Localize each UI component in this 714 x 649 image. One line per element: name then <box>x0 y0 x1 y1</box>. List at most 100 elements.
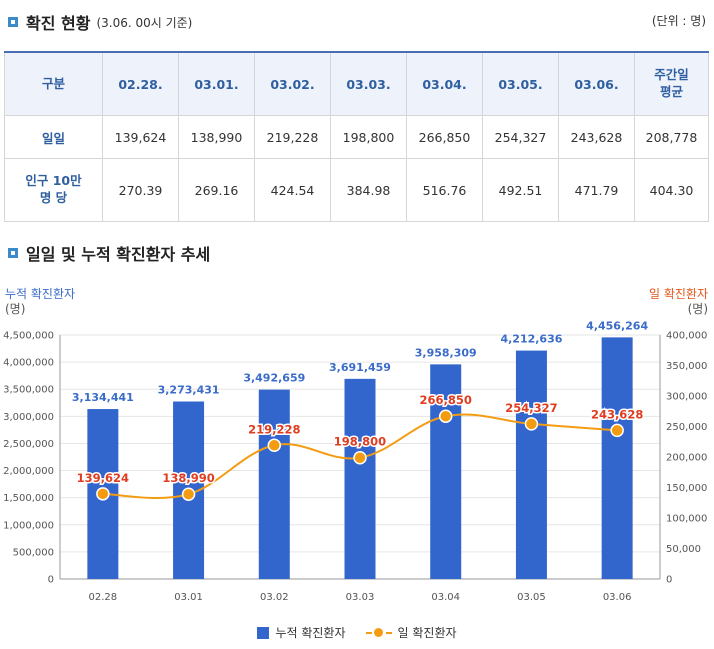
table-cell: 471.79 <box>558 158 635 222</box>
table-row: 인구 10만 명 당 270.39 269.16 424.54 384.98 5… <box>4 158 709 222</box>
table-header-cell: 03.04. <box>406 51 483 116</box>
daily-point-label: 243,628 <box>591 407 643 421</box>
table-cell: 138,990 <box>178 115 255 159</box>
table-header-cell: 03.03. <box>330 51 407 116</box>
x-tick-label: 03.04 <box>431 592 460 603</box>
x-tick-label: 03.05 <box>517 592 546 603</box>
cumulative-bar <box>430 364 462 579</box>
daily-point <box>610 423 624 438</box>
x-tick-label: 03.02 <box>260 592 289 603</box>
trend-section-header: 일일 및 누적 확진환자 추세 <box>8 241 210 265</box>
right-tick-label: 250,000 <box>666 422 707 433</box>
trend-chart: 0 500,000 1,000,000 1,500,000 2,000,000 2,500… <box>3 319 707 603</box>
legend-label: 일 확진환자 <box>397 626 457 640</box>
status-section-header: 확진 현황 (3.06. 00시 기준) <box>8 10 192 34</box>
daily-point-label: 139,624 <box>77 471 129 485</box>
table-cell: 219,228 <box>254 115 331 159</box>
left-tick-label: 500,000 <box>13 547 54 558</box>
table-cell: 492.51 <box>482 158 559 222</box>
daily-point-label: 254,327 <box>505 401 557 415</box>
table-cell: 254,327 <box>482 115 559 159</box>
table-cell: 139,624 <box>102 115 179 159</box>
table-cell: 243,628 <box>558 115 635 159</box>
daily-point-label: 266,850 <box>420 393 472 407</box>
cumulative-bar-label: 4,212,636 <box>500 333 562 346</box>
square-bullet-icon <box>8 17 18 27</box>
left-axis-title: 누적 확진환자 (명) <box>5 287 75 317</box>
daily-point-label: 138,990 <box>162 471 214 485</box>
right-tick-label: 50,000 <box>666 544 701 555</box>
cumulative-bar <box>515 350 547 579</box>
left-tick-label: 1,500,000 <box>3 493 54 504</box>
table-cell: 198,800 <box>330 115 407 159</box>
left-tick-label: 4,500,000 <box>3 331 54 342</box>
table-header-cell: 주간일 평균 <box>634 51 709 116</box>
left-tick-label: 2,000,000 <box>3 466 54 477</box>
table-cell: 266,850 <box>406 115 483 159</box>
cumulative-bar-label: 4,456,264 <box>586 319 648 332</box>
trend-title: 일일 및 누적 확진환자 추세 <box>26 245 211 264</box>
confirmed-cases-table: 구분 02.28. 03.01. 03.02. 03.03. 03.04. 03… <box>4 51 709 222</box>
cumulative-bar-label: 3,273,431 <box>158 384 220 397</box>
legend-item-cumulative[interactable]: 누적 확진환자 <box>257 624 346 641</box>
right-axis-unit: (명) <box>687 302 708 316</box>
chart-legend: 누적 확진환자 일 확진환자 <box>0 624 714 641</box>
left-tick-label: 3,500,000 <box>3 385 54 396</box>
left-tick-label: 0 <box>48 575 54 586</box>
x-tick-label: 03.01 <box>174 592 203 603</box>
table-cell: 424.54 <box>254 158 331 222</box>
table-cell: 270.39 <box>102 158 179 222</box>
cumulative-bar <box>344 378 376 579</box>
cumulative-bar <box>601 337 633 579</box>
left-axis-unit: (명) <box>5 302 26 316</box>
left-tick-label: 4,000,000 <box>3 358 54 369</box>
right-tick-label: 200,000 <box>666 453 707 464</box>
cumulative-bar-label: 3,958,309 <box>415 346 477 359</box>
row-label: 일일 <box>4 115 103 159</box>
right-tick-label: 350,000 <box>666 361 707 372</box>
legend-label: 누적 확진환자 <box>275 626 346 640</box>
daily-point <box>524 417 539 431</box>
left-tick-label: 2,500,000 <box>3 439 54 450</box>
daily-point <box>181 487 196 501</box>
legend-item-daily[interactable]: 일 확진환자 <box>365 624 457 641</box>
right-tick-label: 300,000 <box>666 392 707 403</box>
daily-point <box>438 409 453 423</box>
cumulative-bar-label: 3,134,441 <box>72 391 134 404</box>
table-row: 일일 139,624 138,990 219,228 198,800 266,8… <box>4 115 709 159</box>
table-cell: 404.30 <box>634 158 709 222</box>
daily-point <box>353 450 367 465</box>
table-header-cell: 구분 <box>4 51 103 116</box>
right-axis-title-text: 일 확진환자 <box>648 287 708 301</box>
table-cell: 516.76 <box>406 158 483 222</box>
table-header-cell: 03.06. <box>558 51 635 116</box>
unit-label: (단위 : 명) <box>651 14 706 28</box>
table-header-cell: 03.01. <box>178 51 255 116</box>
left-tick-label: 3,000,000 <box>3 412 54 423</box>
right-tick-label: 150,000 <box>666 483 707 494</box>
row-label: 인구 10만 명 당 <box>4 158 103 222</box>
right-tick-label: 400,000 <box>666 331 707 342</box>
legend-bar-swatch <box>257 626 270 639</box>
x-tick-label: 03.06 <box>603 592 632 603</box>
left-tick-label: 1,000,000 <box>3 520 54 531</box>
table-cell: 384.98 <box>330 158 407 222</box>
right-axis-title: 일 확진환자 (명) <box>649 287 708 317</box>
x-tick-label: 03.03 <box>346 592 375 603</box>
left-axis-title-text: 누적 확진환자 <box>5 287 76 301</box>
right-tick-label: 100,000 <box>666 514 707 525</box>
table-cell: 269.16 <box>178 158 255 222</box>
right-tick-label: 0 <box>666 575 672 586</box>
table-header-row: 구분 02.28. 03.01. 03.02. 03.03. 03.04. 03… <box>4 51 709 116</box>
legend-line-swatch <box>365 627 392 639</box>
table-header-cell: 02.28. <box>102 51 179 116</box>
daily-point <box>267 438 282 453</box>
status-subtitle: (3.06. 00시 기준) <box>96 15 193 30</box>
cumulative-bar-label: 3,691,459 <box>329 361 391 374</box>
table-cell: 208,778 <box>634 115 709 159</box>
daily-point-label: 219,228 <box>248 422 300 436</box>
status-title: 확진 현황 <box>26 14 91 33</box>
x-tick-label: 02.28 <box>89 592 118 603</box>
table-header-cell: 03.05. <box>482 51 559 116</box>
square-bullet-icon <box>8 248 18 258</box>
